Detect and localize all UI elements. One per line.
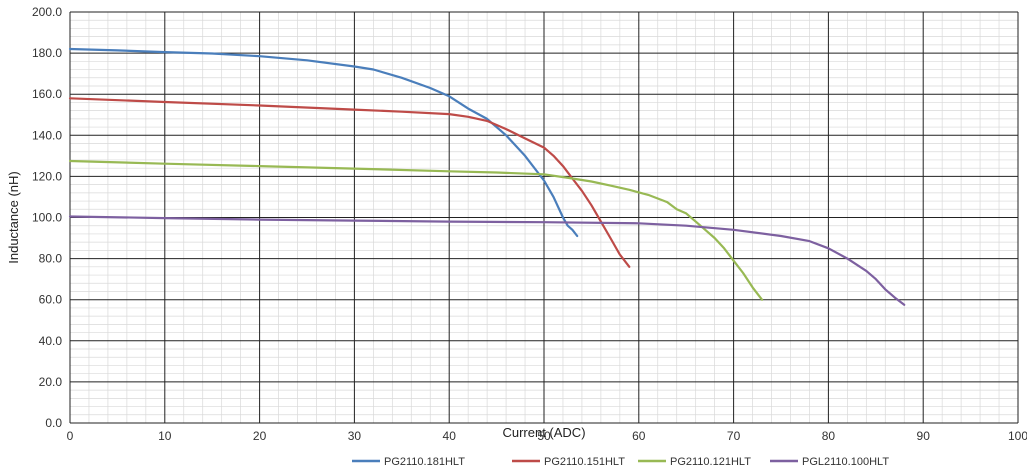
series-lines [68,47,906,306]
x-tick-label: 30 [348,429,362,443]
legend-item: PG2110.181HLT [352,456,465,468]
legend-item: PG2110.121HLT [638,456,751,468]
legend-label: PG2110.121HLT [670,456,751,468]
major-gridlines [69,11,1019,424]
x-axis-title: Current (ADC) [502,425,585,440]
series-line-3 [68,159,764,301]
y-tick-label: 100.0 [32,211,62,225]
y-tick-label: 140.0 [32,128,62,142]
y-tick-label: 80.0 [39,252,63,266]
y-tick-label: 180.0 [32,46,62,60]
x-tick-label: 70 [727,429,741,443]
legend-label: PG2110.151HLT [544,456,625,468]
x-tick-label: 100 [1008,429,1027,443]
x-axis-tick-labels: 0 10 20 30 40 50 60 70 80 90 100 [67,429,1027,443]
legend: PG2110.181HLT PG2110.151HLT PG2110.121HLT P… [352,456,889,468]
y-axis-tick-labels: 0.0 20.0 40.0 60.0 80.0 100.0 120.0 140.0 160.0 1… [32,5,62,430]
x-tick-label: 50 [537,429,551,443]
x-tick-label: 10 [158,429,172,443]
legend-item: PG2110.151HLT [512,456,625,468]
x-tick-label: 0 [67,429,74,443]
series-line-2 [68,97,631,268]
x-tick-label: 90 [917,429,931,443]
y-tick-label: 20.0 [39,375,63,389]
legend-label: PG2110.181HLT [384,456,465,468]
y-tick-label: 60.0 [39,293,63,307]
legend-label: PGL2110.100HLT [802,456,889,468]
legend-item: PGL2110.100HLT [770,456,889,468]
x-tick-label: 80 [822,429,836,443]
x-tick-label: 60 [632,429,646,443]
x-tick-label: 20 [253,429,267,443]
y-tick-label: 200.0 [32,5,62,19]
y-tick-label: 120.0 [32,169,62,183]
y-tick-label: 160.0 [32,87,62,101]
y-axis-title: Inductance (nH) [6,171,21,264]
series-line-4 [68,215,906,306]
y-tick-label: 0.0 [45,416,62,430]
x-tick-label: 40 [443,429,457,443]
y-tick-label: 40.0 [39,334,63,348]
series-line-1 [68,47,579,238]
